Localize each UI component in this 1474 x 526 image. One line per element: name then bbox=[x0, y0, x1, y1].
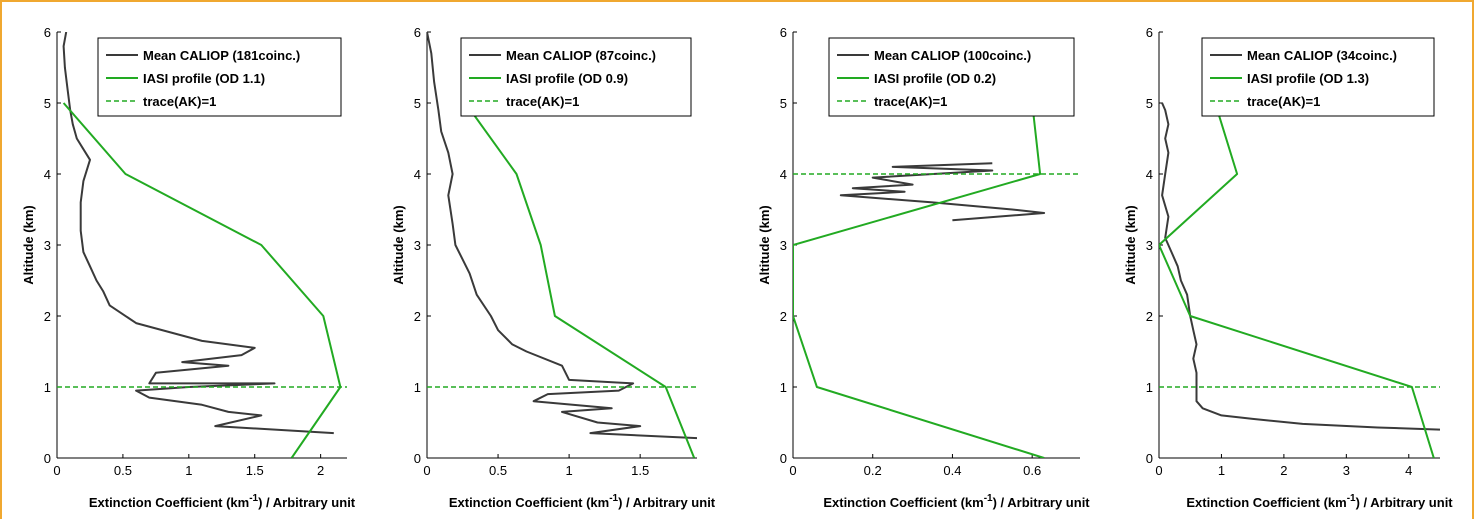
y-tick-label: 3 bbox=[1146, 238, 1153, 253]
legend: Mean CALIOP (87coinc.) IASI profile (OD 0… bbox=[460, 37, 692, 117]
legend-entry: IASI profile (OD 1.3) bbox=[1247, 71, 1369, 86]
y-tick-label: 4 bbox=[414, 167, 421, 182]
legend-entry: Mean CALIOP (34coinc.) bbox=[1247, 48, 1397, 63]
y-tick-label: 6 bbox=[1146, 25, 1153, 40]
legend-entry: trace(AK)=1 bbox=[874, 94, 947, 109]
y-tick-label: 1 bbox=[780, 380, 787, 395]
legend-entry: Mean CALIOP (87coinc.) bbox=[506, 48, 656, 63]
y-axis-label: Altitude (km) bbox=[1123, 205, 1138, 284]
x-tick-label: 0.6 bbox=[1023, 463, 1041, 478]
y-tick-label: 5 bbox=[1146, 96, 1153, 111]
x-tick-label: 0.5 bbox=[114, 463, 132, 478]
x-axis-label: Extinction Coefficient (km-1) / Arbitrar… bbox=[823, 493, 1090, 510]
y-tick-label: 2 bbox=[44, 309, 51, 324]
y-tick-label: 0 bbox=[414, 451, 421, 466]
x-axis-label: Extinction Coefficient (km-1) / Arbitrar… bbox=[449, 493, 716, 510]
x-tick-label: 0 bbox=[53, 463, 60, 478]
y-tick-label: 3 bbox=[780, 238, 787, 253]
legend-entry: trace(AK)=1 bbox=[143, 94, 216, 109]
y-tick-label: 6 bbox=[780, 25, 787, 40]
y-tick-label: 4 bbox=[1146, 167, 1153, 182]
legend: Mean CALIOP (34coinc.) IASI profile (OD 1… bbox=[1201, 37, 1435, 117]
x-tick-label: 0 bbox=[789, 463, 796, 478]
x-tick-label: 1 bbox=[1218, 463, 1225, 478]
legend-entry: IASI profile (OD 0.9) bbox=[506, 71, 628, 86]
y-tick-label: 1 bbox=[1146, 380, 1153, 395]
y-tick-label: 1 bbox=[44, 380, 51, 395]
legend-box bbox=[828, 37, 1075, 117]
series-line-2 bbox=[793, 102, 1045, 458]
y-tick-label: 1 bbox=[414, 380, 421, 395]
y-tick-label: 6 bbox=[44, 25, 51, 40]
x-tick-label: 1 bbox=[565, 463, 572, 478]
y-axis-label: Altitude (km) bbox=[391, 205, 406, 284]
y-tick-label: 2 bbox=[780, 309, 787, 324]
legend-entry: IASI profile (OD 0.2) bbox=[874, 71, 996, 86]
series-line-1 bbox=[427, 32, 697, 440]
x-tick-label: 2 bbox=[317, 463, 324, 478]
series-line-2 bbox=[1159, 102, 1435, 458]
y-tick-label: 0 bbox=[44, 451, 51, 466]
x-tick-label: 1.5 bbox=[246, 463, 264, 478]
y-tick-label: 2 bbox=[414, 309, 421, 324]
legend-entry: trace(AK)=1 bbox=[1247, 94, 1320, 109]
series-line-1 bbox=[839, 162, 1046, 222]
legend-box bbox=[97, 37, 342, 117]
series-line-2 bbox=[62, 102, 342, 458]
y-tick-label: 0 bbox=[1146, 451, 1153, 466]
y-tick-label: 2 bbox=[1146, 309, 1153, 324]
y-tick-label: 5 bbox=[780, 96, 787, 111]
x-tick-label: 2 bbox=[1280, 463, 1287, 478]
x-tick-label: 0.5 bbox=[489, 463, 507, 478]
y-tick-label: 3 bbox=[414, 238, 421, 253]
x-tick-label: 1 bbox=[185, 463, 192, 478]
y-tick-label: 5 bbox=[44, 96, 51, 111]
y-tick-label: 3 bbox=[44, 238, 51, 253]
chart-panel-3: 0 0.2 0.4 0.6 0 1 2 3 4 5 6 Altitude (km) Extinction… bbox=[757, 25, 1090, 510]
y-axis-label: Altitude (km) bbox=[757, 205, 772, 284]
x-axis-label: Extinction Coefficient (km-1) / Arbitrar… bbox=[1186, 493, 1453, 510]
x-axis-label: Extinction Coefficient (km-1) / Arbitrar… bbox=[89, 493, 356, 510]
y-tick-label: 5 bbox=[414, 96, 421, 111]
x-tick-label: 0 bbox=[423, 463, 430, 478]
y-tick-label: 4 bbox=[44, 167, 51, 182]
x-tick-label: 1.5 bbox=[631, 463, 649, 478]
legend-entry: IASI profile (OD 1.1) bbox=[143, 71, 265, 86]
chart-panel-1: 0 0.5 1 1.5 2 0 1 2 3 4 5 6 Altitude (km) Extinction … bbox=[21, 25, 356, 510]
legend-entry: Mean CALIOP (100coinc.) bbox=[874, 48, 1031, 63]
y-axis-label: Altitude (km) bbox=[21, 205, 36, 284]
series-line-1 bbox=[62, 32, 334, 435]
legend-entry: Mean CALIOP (181coinc.) bbox=[143, 48, 300, 63]
legend: Mean CALIOP (181coinc.) IASI profile (OD … bbox=[97, 37, 342, 117]
y-tick-label: 6 bbox=[414, 25, 421, 40]
x-tick-label: 0 bbox=[1155, 463, 1162, 478]
legend: Mean CALIOP (100coinc.) IASI profile (OD … bbox=[828, 37, 1075, 117]
legend-entry: trace(AK)=1 bbox=[506, 94, 579, 109]
series-line-2 bbox=[464, 102, 696, 458]
chart-panel-4: 0 1 2 3 4 0 1 2 3 4 5 6 Altitude (km) Extinction Coef… bbox=[1123, 25, 1453, 510]
x-tick-label: 3 bbox=[1343, 463, 1350, 478]
x-tick-label: 0.2 bbox=[864, 463, 882, 478]
chart-panel-2: 0 0.5 1 1.5 0 1 2 3 4 5 6 Altitude (km) Extinction C… bbox=[391, 25, 716, 510]
x-tick-label: 4 bbox=[1405, 463, 1412, 478]
series-line-1 bbox=[1161, 102, 1440, 431]
y-tick-label: 0 bbox=[780, 451, 787, 466]
y-tick-label: 4 bbox=[780, 167, 787, 182]
x-tick-label: 0.4 bbox=[943, 463, 961, 478]
